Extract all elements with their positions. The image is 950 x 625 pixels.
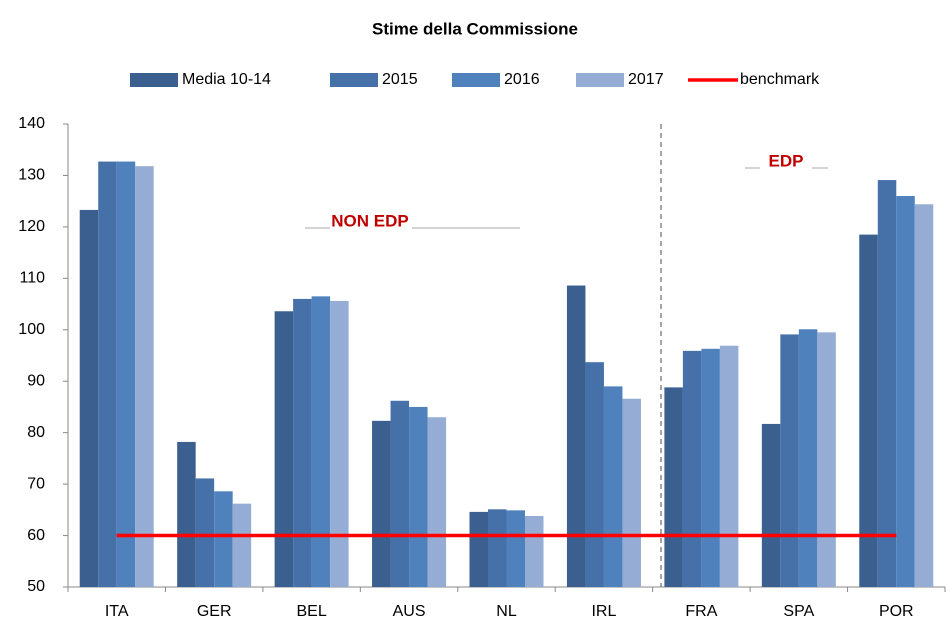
bar xyxy=(780,334,799,587)
x-tick-label: GER xyxy=(197,603,232,620)
bar xyxy=(195,478,215,587)
bar xyxy=(566,285,586,587)
annotation: NON EDP xyxy=(331,211,408,230)
y-tick-label: 70 xyxy=(27,475,45,492)
legend-label: Media 10-14 xyxy=(182,71,271,88)
bar xyxy=(372,420,391,587)
bar xyxy=(877,180,897,587)
y-tick-label: 80 xyxy=(27,424,45,441)
bar xyxy=(469,511,488,587)
legend-label: 2015 xyxy=(382,71,418,88)
bar xyxy=(859,234,878,587)
bar xyxy=(914,204,934,587)
bar xyxy=(232,503,252,587)
bar xyxy=(585,362,604,587)
bar xyxy=(409,406,428,587)
legend-label: 2017 xyxy=(628,71,664,88)
bar xyxy=(701,348,720,587)
legend-swatch xyxy=(576,73,624,87)
x-tick-label: NL xyxy=(496,603,517,620)
bar xyxy=(390,400,410,587)
x-tick-label: SPA xyxy=(783,603,814,620)
bar xyxy=(214,491,233,587)
legend-swatch xyxy=(330,73,378,87)
y-tick-label: 90 xyxy=(27,372,45,389)
bar xyxy=(79,209,99,587)
bar xyxy=(427,417,447,587)
bar xyxy=(293,298,312,587)
bar xyxy=(177,441,196,587)
legend-label: benchmark xyxy=(740,71,820,88)
bar xyxy=(896,196,915,587)
x-tick-label: IRL xyxy=(591,603,616,620)
bar xyxy=(274,311,294,587)
bar xyxy=(798,329,818,587)
legend-swatch xyxy=(452,73,500,87)
y-tick-label: 100 xyxy=(18,321,45,338)
x-tick-label: ITA xyxy=(105,603,129,620)
y-tick-label: 60 xyxy=(27,527,45,544)
y-tick-label: 110 xyxy=(19,270,45,287)
bar xyxy=(525,516,544,587)
y-tick-label: 50 xyxy=(27,578,45,595)
bar xyxy=(488,509,507,587)
bar xyxy=(817,332,836,587)
legend-label: 2016 xyxy=(504,71,540,88)
x-tick-label: POR xyxy=(879,603,914,620)
y-tick-label: 130 xyxy=(18,167,45,184)
bar xyxy=(682,350,702,587)
bar xyxy=(719,345,739,587)
bar xyxy=(311,296,331,587)
bar xyxy=(664,387,683,587)
bar xyxy=(761,423,781,587)
bar xyxy=(330,300,349,587)
bar xyxy=(622,398,641,587)
x-tick-label: FRA xyxy=(685,603,717,620)
x-tick-label: BEL xyxy=(296,603,326,620)
legend-swatch xyxy=(130,73,178,87)
y-tick-label: 120 xyxy=(18,218,45,235)
annotation: EDP xyxy=(769,151,804,170)
bar xyxy=(135,166,154,587)
bar xyxy=(603,386,623,587)
x-tick-label: AUS xyxy=(393,603,426,620)
bar xyxy=(98,161,117,587)
chart-title: Stime della Commissione xyxy=(372,19,578,38)
bar xyxy=(116,161,136,587)
bar xyxy=(506,510,525,587)
y-tick-label: 140 xyxy=(18,115,45,132)
